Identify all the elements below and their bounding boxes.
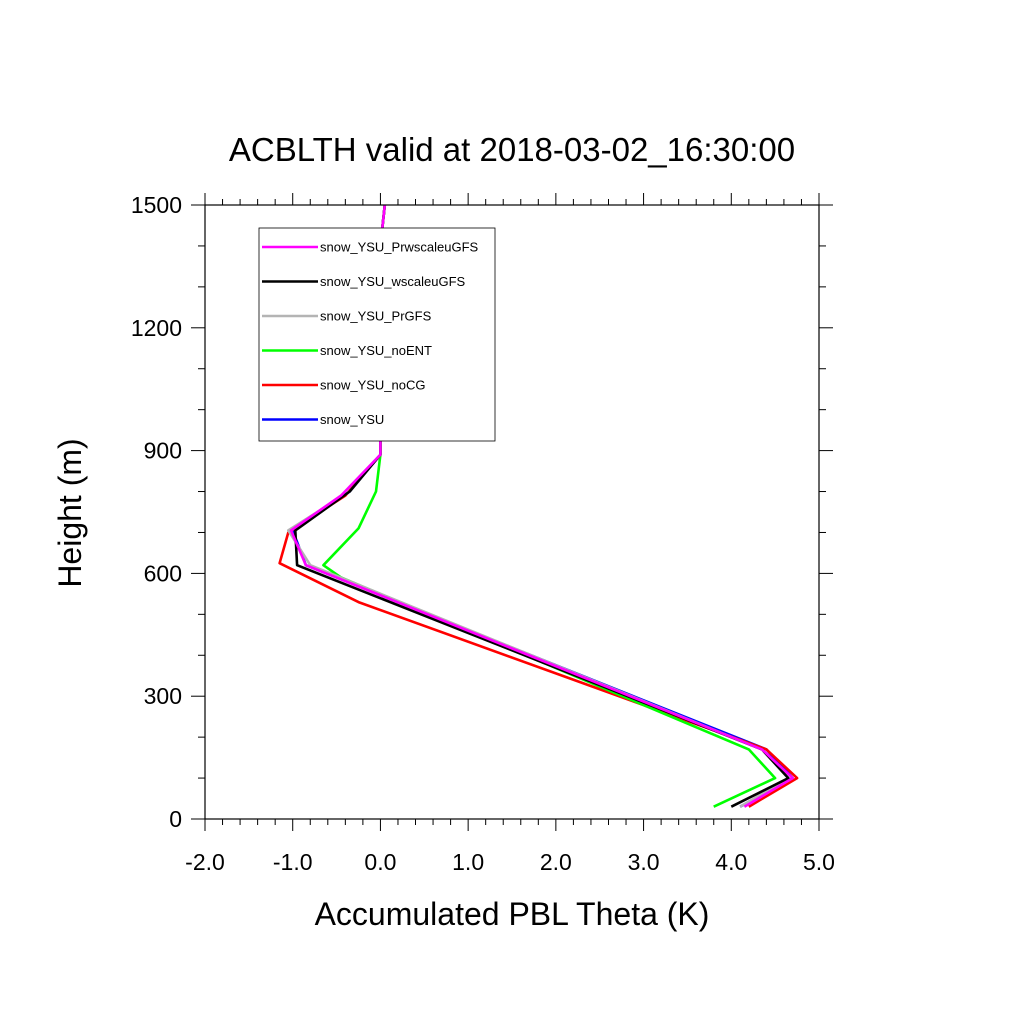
legend-label: snow_YSU_noCG <box>320 378 426 393</box>
y-tick-label: 900 <box>144 438 182 464</box>
y-tick-label: 1500 <box>131 192 182 218</box>
legend: snow_YSU_PrwscaleuGFS snow_YSU_wscaleuGFS… <box>258 227 496 442</box>
legend-label: snow_YSU_PrwscaleuGFS <box>320 240 479 255</box>
y-tick-label: 0 <box>169 806 182 832</box>
chart-title: ACBLTH valid at 2018-03-02_16:30:00 <box>229 131 795 168</box>
legend-label: snow_YSU_noENT <box>320 343 432 358</box>
legend-label: snow_YSU_PrGFS <box>320 309 432 324</box>
legend-label: snow_YSU_wscaleuGFS <box>320 274 466 289</box>
x-tick-label: 5.0 <box>803 849 835 875</box>
plot-frame <box>204 204 820 820</box>
legend-label: snow_YSU <box>320 412 384 427</box>
x-tick-label: -2.0 <box>185 849 225 875</box>
axis-ticks: -2.0 -1.0 0.0 1.0 2.0 3.0 4.0 5.0 0 300 600 900 1200… <box>131 192 835 875</box>
y-tick-label: 600 <box>144 560 182 586</box>
y-tick-label: 1200 <box>131 315 182 341</box>
x-tick-label: 1.0 <box>452 849 484 875</box>
legend-box <box>258 227 496 442</box>
x-tick-label: -1.0 <box>273 849 313 875</box>
y-axis-label: Height (m) <box>52 438 88 587</box>
x-tick-label: 2.0 <box>540 849 572 875</box>
x-tick-label: 0.0 <box>364 849 396 875</box>
x-tick-label: 4.0 <box>715 849 747 875</box>
y-tick-label: 300 <box>144 683 182 709</box>
x-axis-label: Accumulated PBL Theta (K) <box>315 896 710 932</box>
x-tick-label: 3.0 <box>628 849 660 875</box>
